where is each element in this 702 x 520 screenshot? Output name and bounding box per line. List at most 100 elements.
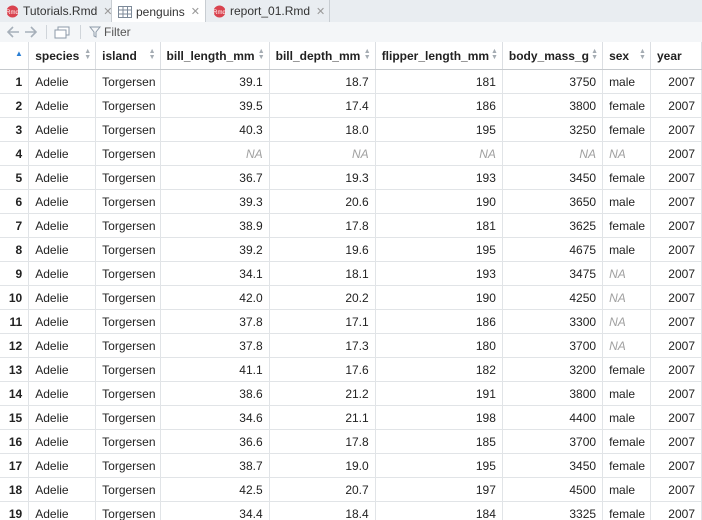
table-row[interactable]: 1 Adelie Torgersen 39.1 18.7 181 3750 male 2007 [0,69,702,94]
cell-flipper-length-mm[interactable]: 180 [375,333,503,358]
cell-bill-length-mm[interactable]: 38.6 [160,381,270,406]
cell-year[interactable]: 2007 [650,357,702,382]
cell-body-mass-g[interactable]: 3450 [502,453,604,478]
popout-window-icon[interactable] [54,25,70,39]
table-row[interactable]: 11 Adelie Torgersen 37.8 17.1 186 3300 NA 2007 [0,309,702,334]
cell-body-mass-g[interactable]: 3750 [502,69,604,94]
cell-species[interactable]: Adelie [28,381,97,406]
cell-sex[interactable]: male [602,405,651,430]
table-row[interactable]: 14 Adelie Torgersen 38.6 21.2 191 3800 male 2007 [0,381,702,406]
cell-bill-length-mm[interactable]: 39.3 [160,189,270,214]
cell-sex[interactable]: female [602,165,651,190]
cell-species[interactable]: Adelie [28,69,97,94]
cell-flipper-length-mm[interactable]: 190 [375,285,503,310]
cell-body-mass-g[interactable]: 4500 [502,477,604,502]
table-row[interactable]: 15 Adelie Torgersen 34.6 21.1 198 4400 male 2007 [0,405,702,430]
column-header-island[interactable]: island ▲ ▼ [95,42,161,70]
cell-bill-length-mm[interactable]: 38.7 [160,453,270,478]
cell-year[interactable]: 2007 [650,285,702,310]
cell-island[interactable]: Torgersen [95,261,161,286]
cell-bill-length-mm[interactable]: 42.5 [160,477,270,502]
cell-year[interactable]: 2007 [650,261,702,286]
cell-bill-depth-mm[interactable]: 18.4 [269,501,376,520]
cell-bill-length-mm[interactable]: 34.1 [160,261,270,286]
cell-flipper-length-mm[interactable]: 195 [375,117,503,142]
cell-island[interactable]: Torgersen [95,429,161,454]
cell-flipper-length-mm[interactable]: 186 [375,309,503,334]
column-header-bill-length-mm[interactable]: bill_length_mm ▲ ▼ [160,42,270,70]
cell-year[interactable]: 2007 [650,189,702,214]
cell-sex[interactable]: female [602,93,651,118]
cell-sex[interactable]: male [602,69,651,94]
cell-bill-length-mm[interactable]: 37.8 [160,333,270,358]
cell-sex[interactable]: NA [602,141,651,166]
column-header-species[interactable]: species ▲ ▼ [28,42,97,70]
cell-year[interactable]: 2007 [650,237,702,262]
cell-sex[interactable]: NA [602,309,651,334]
cell-sex[interactable]: female [602,117,651,142]
tab-report-rmd[interactable]: Rmd report_01.Rmd ✕ [206,0,330,22]
close-icon[interactable]: ✕ [316,5,326,18]
cell-year[interactable]: 2007 [650,333,702,358]
cell-bill-depth-mm[interactable]: 19.3 [269,165,376,190]
table-row[interactable]: 17 Adelie Torgersen 38.7 19.0 195 3450 female 20… [0,453,702,478]
cell-bill-depth-mm[interactable]: NA [269,141,376,166]
cell-sex[interactable]: female [602,357,651,382]
cell-bill-depth-mm[interactable]: 17.4 [269,93,376,118]
cell-sex[interactable]: female [602,429,651,454]
cell-body-mass-g[interactable]: 3475 [502,261,604,286]
table-row[interactable]: 5 Adelie Torgersen 36.7 19.3 193 3450 female 200… [0,165,702,190]
cell-island[interactable]: Torgersen [95,333,161,358]
cell-bill-depth-mm[interactable]: 17.3 [269,333,376,358]
cell-body-mass-g[interactable]: 3800 [502,381,604,406]
cell-island[interactable]: Torgersen [95,501,161,520]
cell-bill-length-mm[interactable]: 34.4 [160,501,270,520]
cell-year[interactable]: 2007 [650,117,702,142]
cell-species[interactable]: Adelie [28,405,97,430]
cell-flipper-length-mm[interactable]: 193 [375,261,503,286]
cell-sex[interactable]: male [602,189,651,214]
cell-bill-length-mm[interactable]: 41.1 [160,357,270,382]
cell-island[interactable]: Torgersen [95,381,161,406]
cell-flipper-length-mm[interactable]: 185 [375,429,503,454]
cell-island[interactable]: Torgersen [95,405,161,430]
cell-flipper-length-mm[interactable]: NA [375,141,503,166]
cell-body-mass-g[interactable]: 4400 [502,405,604,430]
cell-flipper-length-mm[interactable]: 182 [375,357,503,382]
filter-icon[interactable] [89,25,101,39]
cell-island[interactable]: Torgersen [95,237,161,262]
cell-bill-depth-mm[interactable]: 18.7 [269,69,376,94]
cell-bill-depth-mm[interactable]: 20.7 [269,477,376,502]
cell-sex[interactable]: male [602,477,651,502]
cell-year[interactable]: 2007 [650,477,702,502]
table-row[interactable]: 16 Adelie Torgersen 36.6 17.8 185 3700 female 20… [0,429,702,454]
cell-species[interactable]: Adelie [28,285,97,310]
cell-bill-depth-mm[interactable]: 19.6 [269,237,376,262]
cell-body-mass-g[interactable]: 3700 [502,333,604,358]
cell-year[interactable]: 2007 [650,429,702,454]
cell-flipper-length-mm[interactable]: 191 [375,381,503,406]
cell-bill-depth-mm[interactable]: 18.0 [269,117,376,142]
cell-species[interactable]: Adelie [28,117,97,142]
cell-sex[interactable]: female [602,501,651,520]
table-row[interactable]: 9 Adelie Torgersen 34.1 18.1 193 3475 NA 2007 [0,261,702,286]
cell-species[interactable]: Adelie [28,429,97,454]
cell-year[interactable]: 2007 [650,381,702,406]
cell-flipper-length-mm[interactable]: 195 [375,237,503,262]
column-header-bill-depth-mm[interactable]: bill_depth_mm ▲ ▼ [269,42,376,70]
cell-body-mass-g[interactable]: 4250 [502,285,604,310]
cell-island[interactable]: Torgersen [95,117,161,142]
forward-arrow-icon[interactable] [24,25,38,39]
cell-flipper-length-mm[interactable]: 186 [375,93,503,118]
column-header-flipper-length-mm[interactable]: flipper_length_mm ▲ ▼ [375,42,503,70]
cell-bill-length-mm[interactable]: 39.5 [160,93,270,118]
cell-island[interactable]: Torgersen [95,141,161,166]
cell-flipper-length-mm[interactable]: 198 [375,405,503,430]
cell-bill-depth-mm[interactable]: 20.2 [269,285,376,310]
close-icon[interactable]: ✕ [103,5,113,18]
cell-body-mass-g[interactable]: 3250 [502,117,604,142]
cell-flipper-length-mm[interactable]: 181 [375,69,503,94]
cell-island[interactable]: Torgersen [95,285,161,310]
cell-year[interactable]: 2007 [650,309,702,334]
cell-bill-length-mm[interactable]: 40.3 [160,117,270,142]
